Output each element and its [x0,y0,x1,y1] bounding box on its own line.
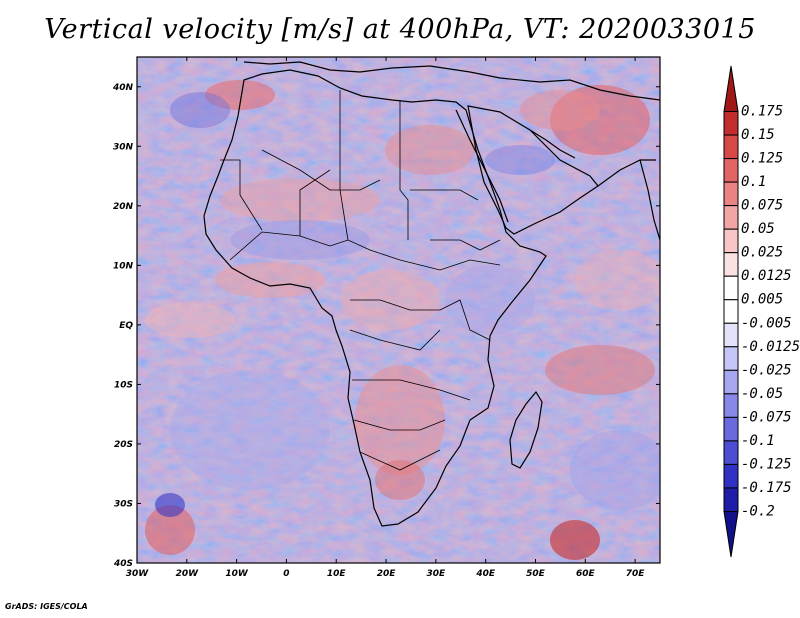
colorbar: 0.175 0.15 0.125 0.1 0.075 0.05 0.025 0.0125 0.0… [723,65,800,558]
colorbar-level-label: 0.175 [741,104,783,120]
grads-credit: GrADS: IGES/COLA [5,602,88,611]
country-borders [220,90,501,471]
longitude-axis: 30W 20W 10W 0 10E 20E 30E 40E 50E 60E 70E [126,57,646,579]
colorbar-level-label: -0.2 [741,503,775,519]
colorbar-swatch [723,181,739,207]
lat-tick-label: 10N [113,261,134,271]
map-title: Vertical velocity [m/s] at 400hPa, VT: 2… [44,14,756,45]
lon-tick-label: 10E [327,569,347,579]
lon-tick-label: 50E [526,569,546,579]
colorbar-swatch [723,158,739,183]
lon-tick-label: 60E [576,569,596,579]
colorbar-level-label: -0.1 [741,433,775,449]
colorbar-swatch [723,111,739,136]
lat-tick-label: 20N [113,202,134,212]
colorbar-swatch [723,134,739,160]
colorbar-level-label: 0.05 [741,221,775,237]
lat-tick-label: EQ [119,321,133,331]
colorbar-swatch [723,510,739,558]
colorbar-level-label: -0.025 [741,362,792,378]
colorbar-swatch [723,369,739,395]
colorbar-swatch [723,228,739,254]
lat-tick-label: 30S [114,499,133,509]
lon-tick-label: 30W [126,569,150,579]
colorbar-swatch [723,252,739,277]
colorbar-level-label: 0.1 [741,174,766,190]
lat-tick-label: 10S [114,380,133,390]
lon-tick-label: 70E [626,569,646,579]
colorbar-swatch [723,322,739,348]
lon-tick-label: 20W [176,569,200,579]
colorbar-level-label: -0.075 [741,409,792,425]
colorbar-level-label: 0.005 [741,292,783,308]
lat-tick-label: 30N [113,142,134,152]
colorbar-level-label: 0.0125 [741,268,792,284]
colorbar-level-label: 0.15 [741,127,775,143]
colorbar-swatch [723,65,739,113]
lon-tick-label: 30E [427,569,447,579]
colorbar-level-label: -0.0125 [741,339,800,355]
colorbar-swatch [723,416,739,442]
colorbar-level-label: -0.005 [741,315,792,331]
colorbar-swatch [723,275,739,301]
colorbar-swatch [723,487,739,512]
lat-tick-label: 40N [112,83,134,93]
lat-tick-label: 20S [114,440,133,450]
colorbar-swatch [723,463,739,489]
lon-tick-label: 40E [475,569,496,579]
vertical-velocity-field [137,57,660,563]
lat-tick-label: 40S [113,559,133,569]
colorbar-level-label: 0.075 [741,198,783,214]
plot-frame [136,56,661,564]
colorbar-swatch [723,440,739,465]
colorbar-level-label: -0.05 [741,386,783,402]
colorbar-swatch [723,393,739,418]
lon-tick-label: 0 [283,569,289,579]
latitude-axis: 40N 30N 20N 10N EQ 10S 20S 30S 40S [112,83,660,569]
lon-tick-label: 20E [377,569,397,579]
colorbar-level-label: -0.125 [741,456,792,472]
colorbar-swatch [723,205,739,230]
colorbar-level-label: 0.025 [741,245,783,261]
colorbar-swatch [723,299,739,324]
colorbar-level-label: -0.175 [741,480,792,496]
colorbar-level-label: 0.125 [741,151,783,167]
lon-tick-label: 10W [225,569,249,579]
coastlines [203,61,660,527]
colorbar-swatch [723,346,739,371]
